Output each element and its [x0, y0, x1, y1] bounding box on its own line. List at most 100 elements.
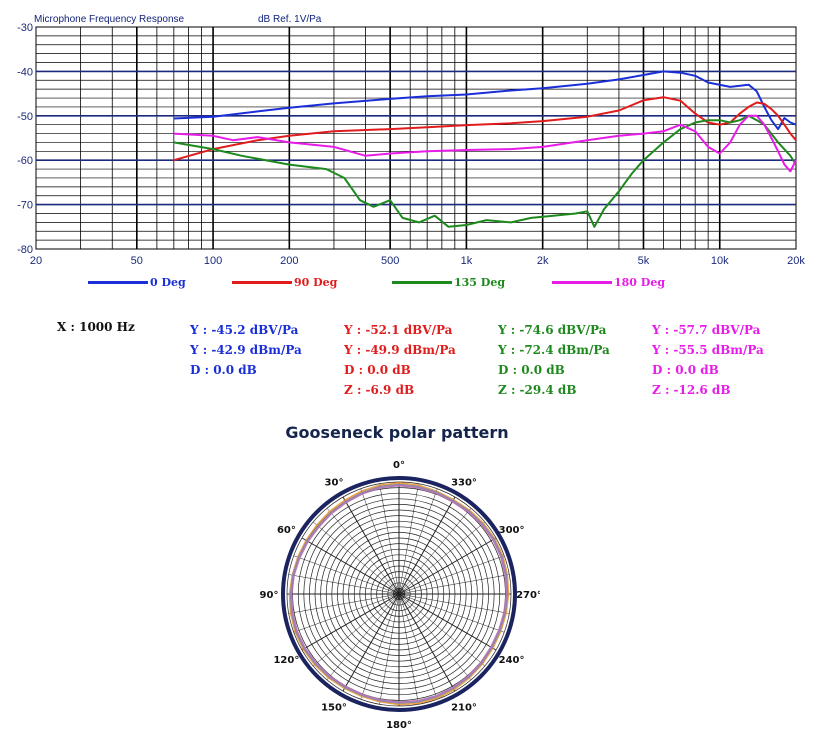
legend-item: 180 Deg: [552, 270, 665, 294]
frequency-response-chart: 20 50 100 200 500 1k 2k 5k 10k 20k -30 -40 -50 -60 -70…: [17, 14, 805, 267]
legend-label: 0 Deg: [150, 275, 186, 289]
legend-swatch: [88, 280, 148, 284]
polar-spoke: [360, 593, 400, 700]
series-line-180-deg: [173, 114, 797, 173]
polar-spoke: [398, 593, 485, 667]
readout-value: Y : -74.6 dBV/Pa: [498, 323, 607, 337]
polar-spoke: [301, 537, 400, 595]
polar-spoke: [326, 593, 400, 680]
polar-angle-label: 180°: [386, 720, 412, 731]
polar-spoke: [301, 593, 400, 651]
cursor-readout: X : 1000 Hz Y : -45.2 dBV/Pa Y : -42.9 dB…: [0, 312, 818, 402]
readout-value: Y : -49.9 dBm/Pa: [344, 343, 456, 357]
x-tick-label: 10k: [711, 255, 729, 267]
y-tick-label: -60: [17, 155, 33, 167]
legend-swatch: [552, 280, 612, 284]
legend-label: 135 Deg: [454, 275, 506, 289]
readout-column: Y : -74.6 dBV/Pa Y : -72.4 dBm/Pa D : 0.0 …: [498, 320, 610, 400]
x-tick-label: 20: [30, 255, 42, 267]
polar-spoke: [398, 593, 419, 705]
polar-angle-label: 30°: [325, 477, 344, 488]
polar-angle-label: 60°: [277, 525, 296, 536]
polar-spoke: [398, 537, 497, 595]
tick-labels: 20 50 100 200 500 1k 2k 5k 10k 20k -30 -40 -50 -60 -70…: [17, 22, 805, 267]
readout-value: Y : -72.4 dBm/Pa: [498, 343, 610, 357]
x-tick-label: 500: [381, 255, 399, 267]
series-line-90-deg: [173, 96, 797, 162]
readout-value: Z : -6.9 dB: [344, 383, 415, 397]
polar-spoke: [313, 521, 400, 595]
x-tick-label: 50: [131, 255, 143, 267]
polar-spoke: [398, 521, 485, 595]
polar-spoke: [293, 593, 400, 633]
polar-spoke: [288, 593, 400, 614]
polar-angle-labels: 0° 30° 60° 90° 120° 150° 180° 210° 240° 270° 300° 3…: [260, 460, 540, 731]
legend-swatch: [392, 280, 452, 284]
readout-value: D : 0.0 dB: [190, 363, 257, 377]
polar-spoke: [398, 593, 497, 651]
readout-value: D : 0.0 dB: [652, 363, 719, 377]
polar-spoke: [293, 555, 400, 595]
polar-spoke: [288, 574, 400, 595]
polar-spoke: [360, 488, 400, 595]
x-tick-label: 100: [204, 255, 222, 267]
readout-value: Y : -55.5 dBm/Pa: [652, 343, 764, 357]
legend-item: 0 Deg: [88, 270, 186, 294]
polar-spoke: [342, 496, 400, 595]
polar-spoke: [379, 483, 400, 595]
polar-title: Gooseneck polar pattern: [285, 423, 509, 442]
readout-column: Y : -52.1 dBV/Pa Y : -49.9 dBm/Pa D : 0.0 …: [344, 320, 456, 400]
polar-spoke: [398, 574, 510, 595]
readout-value: D : 0.0 dB: [344, 363, 411, 377]
readout-x-value: X : 1000 Hz: [57, 320, 135, 334]
polar-spoke: [398, 555, 505, 595]
polar-angle-label: 120°: [273, 655, 299, 666]
legend-swatch: [232, 280, 292, 284]
readout-value: D : 0.0 dB: [498, 363, 565, 377]
polar-grid: [281, 476, 517, 712]
readout-value: Z : -12.6 dB: [652, 383, 731, 397]
polar-spoke: [326, 508, 400, 595]
readout-value: Y : -52.1 dBV/Pa: [344, 323, 453, 337]
legend-label: 90 Deg: [294, 275, 338, 289]
chart-title: Microphone Frequency Response: [34, 14, 185, 25]
legend-label: 180 Deg: [614, 275, 666, 289]
polar-spoke: [398, 508, 472, 595]
chart-legend: 0 Deg 90 Deg 135 Deg 180 Deg: [0, 270, 818, 294]
polar-spoke: [398, 488, 438, 595]
polar-spoke: [398, 483, 419, 595]
x-tick-label: 1k: [461, 255, 473, 267]
polar-spoke: [313, 593, 400, 667]
readout-value: Y : -57.7 dBV/Pa: [652, 323, 761, 337]
chart-subtitle: dB Ref. 1V/Pa: [258, 14, 322, 25]
y-tick-label: -70: [17, 200, 33, 212]
polar-spoke: [398, 593, 505, 633]
polar-spoke: [342, 593, 400, 692]
legend-item: 135 Deg: [392, 270, 505, 294]
polar-trace: [290, 484, 508, 704]
y-tick-label: -50: [17, 111, 33, 123]
series-line-0-deg: [173, 70, 797, 131]
polar-pattern-chart: 0° 30° 60° 90° 120° 150° 180° 210° 240° 270° 300° 3…: [260, 460, 540, 731]
x-tick-label: 2k: [537, 255, 549, 267]
polar-spoke: [398, 593, 438, 700]
y-tick-label: -40: [17, 66, 33, 78]
readout-column: Y : -45.2 dBV/Pa Y : -42.9 dBm/Pa D : 0.0 …: [190, 320, 302, 380]
readout-column: Y : -57.7 dBV/Pa Y : -55.5 dBm/Pa D : 0.0 …: [652, 320, 764, 400]
polar-spoke: [398, 593, 472, 680]
polar-angle-label: 210°: [451, 703, 477, 714]
legend-item: 90 Deg: [232, 270, 337, 294]
readout-value: Y : -42.9 dBm/Pa: [190, 343, 302, 357]
plot-frame: [35, 26, 797, 250]
polar-angle-label: 0°: [393, 460, 405, 471]
polar-traces: [288, 481, 510, 706]
polar-spoke: [398, 593, 510, 614]
readout-value: Y : -45.2 dBV/Pa: [190, 323, 299, 337]
polar-spoke: [398, 593, 456, 692]
y-tick-label: -80: [17, 244, 33, 256]
x-tick-label: 200: [280, 255, 298, 267]
polar-angle-label: 240°: [499, 655, 525, 666]
polar-angle-label: 300°: [499, 525, 525, 536]
series-line-135-deg: [173, 114, 797, 228]
polar-angle-label: 330°: [451, 477, 477, 488]
